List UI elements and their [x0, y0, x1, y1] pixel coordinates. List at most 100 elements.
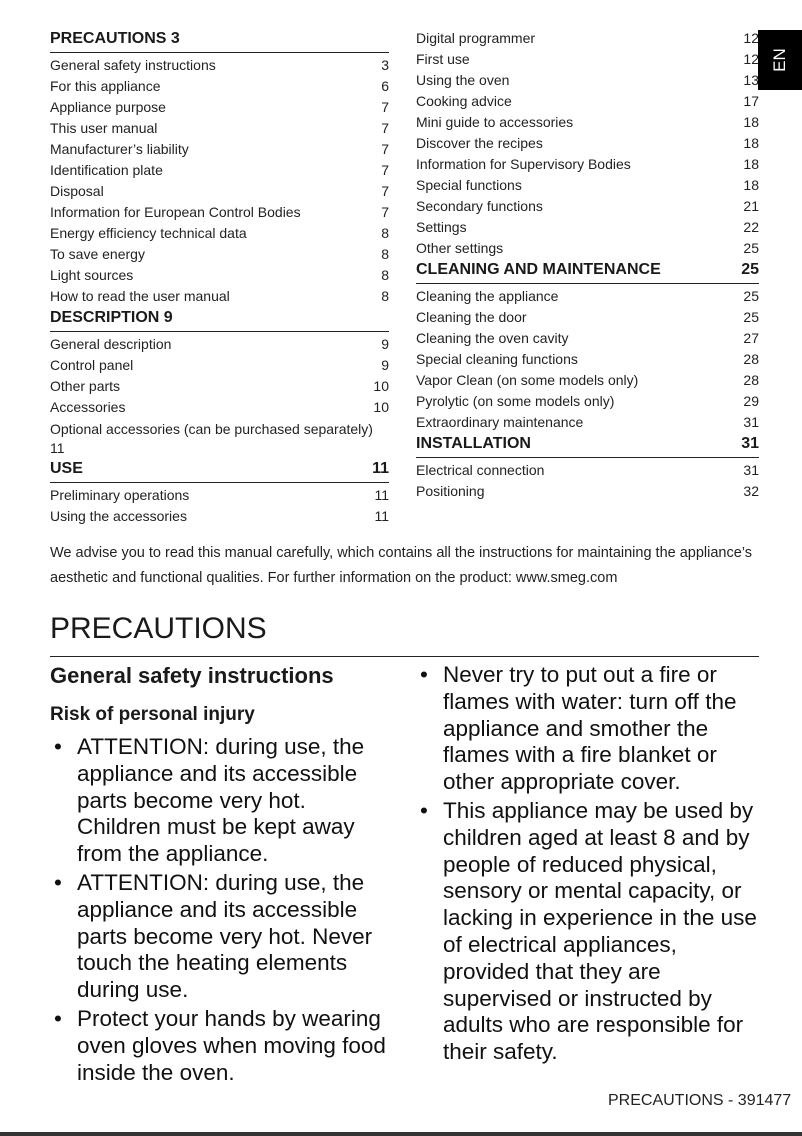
toc-entry[interactable]: Special cleaning functions 28 [416, 349, 759, 370]
toc-entry-title: Digital programmer [416, 30, 536, 46]
toc-entry-title: Mini guide to accessories [416, 114, 574, 130]
toc-entry[interactable]: General safety instructions 3 [50, 55, 389, 76]
toc-section-page: 25 [741, 261, 759, 278]
toc-entry-page: 18 [743, 114, 759, 130]
toc-entry-title: Information for Supervisory Bodies [416, 156, 631, 172]
toc-section-header[interactable]: INSTALLATION 31 [416, 433, 759, 458]
bullet-item: This appliance may be used by children a… [416, 798, 761, 1066]
toc-entry-title: Positioning [416, 483, 485, 499]
toc-entry-page: 7 [381, 120, 389, 136]
toc-entry[interactable]: Special functions 18 [416, 175, 759, 196]
toc-entry-title: Cleaning the appliance [416, 288, 559, 304]
toc-entry-title: How to read the user manual [50, 288, 230, 304]
toc-entry-title: Special functions [416, 177, 522, 193]
toc-entry[interactable]: Using the oven 13 [416, 70, 759, 91]
toc-entry-page: 9 [381, 357, 389, 373]
toc-section-title: DESCRIPTION 9 [50, 309, 173, 326]
toc-entry-title: Settings [416, 219, 467, 235]
toc-entry[interactable]: Disposal 7 [50, 181, 389, 202]
toc-entry-title: Using the accessories [50, 508, 187, 524]
toc-entry[interactable]: Energy efficiency technical data 8 [50, 223, 389, 244]
bullet-list-right: Never try to put out a fire or flames wi… [416, 662, 761, 1066]
language-tab: EN [758, 30, 802, 90]
toc-entry[interactable]: First use 12 [416, 49, 759, 70]
toc-entry[interactable]: Cleaning the door 25 [416, 307, 759, 328]
intro-paragraph: We advise you to read this manual carefu… [50, 545, 753, 586]
toc-entry-title: Appliance purpose [50, 99, 166, 115]
toc-entry-page: 3 [381, 57, 389, 73]
bullet-item: Protect your hands by wearing oven glove… [50, 1006, 395, 1086]
toc-section-header[interactable]: USE 11 [50, 458, 389, 483]
toc-entry[interactable]: Identification plate 7 [50, 160, 389, 181]
toc-entry-page: 9 [381, 336, 389, 352]
toc-entry-title: General description [50, 336, 172, 352]
toc-entry[interactable]: Positioning 32 [416, 481, 759, 502]
toc-entry[interactable]: Discover the recipes 18 [416, 133, 759, 154]
toc-entry-title: Extraordinary maintenance [416, 414, 584, 430]
toc-entry[interactable]: Light sources 8 [50, 265, 389, 286]
toc-entry[interactable]: Preliminary operations 11 [50, 485, 389, 506]
toc-entry-title: Using the oven [416, 72, 510, 88]
toc-entry[interactable]: Appliance purpose 7 [50, 97, 389, 118]
toc-entry-page: 18 [743, 156, 759, 172]
toc-section-page: 11 [372, 460, 389, 477]
toc-section-header[interactable]: PRECAUTIONS 3 [50, 28, 389, 53]
toc-entry[interactable]: Cleaning the appliance 25 [416, 286, 759, 307]
toc-entry[interactable]: Pyrolytic (on some models only) 29 [416, 391, 759, 412]
bullet-item: ATTENTION: during use, the appliance and… [50, 870, 395, 1004]
toc-entry[interactable]: Control panel 9 [50, 355, 389, 376]
toc-entry[interactable]: Information for European Control Bodies 7 [50, 202, 389, 223]
toc-entry[interactable]: Accessories 10 [50, 397, 389, 418]
toc-entry[interactable]: Other parts 10 [50, 376, 389, 397]
toc-entry-page: 8 [381, 288, 389, 304]
toc-entry-page: 10 [373, 378, 389, 394]
toc-entry-title: Special cleaning functions [416, 351, 578, 367]
toc-entry[interactable]: Information for Supervisory Bodies 18 [416, 154, 759, 175]
toc-entry[interactable]: This user manual 7 [50, 118, 389, 139]
toc-entry-page: 7 [381, 162, 389, 178]
toc-entry[interactable]: Secondary functions 21 [416, 196, 759, 217]
toc-entry[interactable]: Cleaning the oven cavity 27 [416, 328, 759, 349]
toc-entry[interactable]: Electrical connection 31 [416, 460, 759, 481]
title-divider [50, 656, 759, 657]
toc-entry[interactable]: To save energy 8 [50, 244, 389, 265]
toc-entry-page: 28 [743, 372, 759, 388]
toc-entry-page: 8 [381, 225, 389, 241]
toc-entry-title: Other parts [50, 378, 121, 394]
toc-entry-title: Cleaning the oven cavity [416, 330, 569, 346]
toc-section-header[interactable]: CLEANING AND MAINTENANCE 25 [416, 259, 759, 284]
toc-entry[interactable]: Using the accessories 11 [50, 506, 389, 527]
toc-entry[interactable]: Optional accessories (can be purchased s… [50, 418, 389, 458]
bullet-list-left: ATTENTION: during use, the appliance and… [50, 734, 395, 1086]
toc-entry[interactable]: Settings 22 [416, 217, 759, 238]
toc-entry[interactable]: Digital programmer 12 [416, 28, 759, 49]
toc-entry-title: Energy efficiency technical data [50, 225, 247, 241]
page-footer: PRECAUTIONS - 391477 [608, 1092, 792, 1109]
toc-entry[interactable]: Extraordinary maintenance 31 [416, 412, 759, 433]
toc-entry[interactable]: Manufacturer’s liability 7 [50, 139, 389, 160]
toc-entry-page: 29 [743, 393, 759, 409]
toc-section-header[interactable]: DESCRIPTION 9 [50, 307, 389, 332]
toc-section-title: PRECAUTIONS 3 [50, 30, 180, 47]
page-title: PRECAUTIONS [50, 612, 267, 645]
toc-entry-title: Pyrolytic (on some models only) [416, 393, 615, 409]
toc-entry[interactable]: How to read the user manual 8 [50, 286, 389, 307]
toc-entry-page: 18 [743, 135, 759, 151]
toc-entry-title: For this appliance [50, 78, 161, 94]
toc-entry-title: Accessories [50, 399, 126, 415]
toc-entry[interactable]: Mini guide to accessories 18 [416, 112, 759, 133]
toc-entry-title: Light sources [50, 267, 134, 283]
subsection-title: Risk of personal injury [50, 704, 255, 725]
toc-entry[interactable]: Cooking advice 17 [416, 91, 759, 112]
toc-entry[interactable]: Vapor Clean (on some models only) 28 [416, 370, 759, 391]
bullet-item: ATTENTION: during use, the appliance and… [50, 734, 395, 868]
toc-entry[interactable]: Other settings 25 [416, 238, 759, 259]
toc-entry[interactable]: General description 9 [50, 334, 389, 355]
toc-entry-page: 7 [381, 183, 389, 199]
toc-entry[interactable]: For this appliance 6 [50, 76, 389, 97]
language-label: EN [770, 48, 789, 72]
toc-entry-title: Identification plate [50, 162, 163, 178]
toc-entry-title: Discover the recipes [416, 135, 543, 151]
toc-entry-page: 31 [743, 414, 759, 430]
toc-entry-title: Cleaning the door [416, 309, 527, 325]
